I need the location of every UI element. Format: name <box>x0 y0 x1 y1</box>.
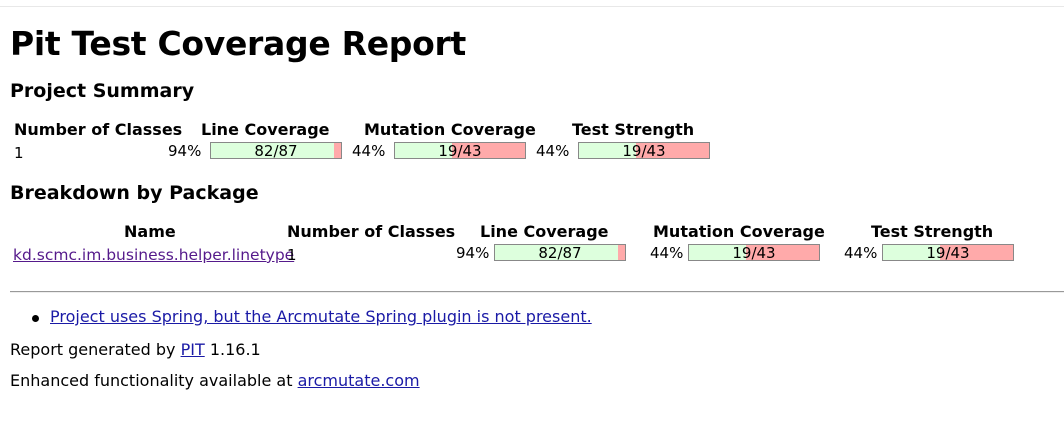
coverage-bar-fill <box>495 245 618 260</box>
pit-version: 1.16.1 <box>209 340 261 359</box>
pit-link[interactable]: PIT <box>180 340 205 359</box>
summary-mutation-coverage-bar: 19/43 <box>394 142 526 159</box>
summary-line-coverage-bar: 82/87 <box>210 142 342 159</box>
summary-header-strength: Test Strength <box>572 120 695 139</box>
summary-line-percent: 94% <box>168 142 202 160</box>
breakdown-heading: Breakdown by Package <box>10 182 259 204</box>
package-line-coverage-bar: 82/87 <box>494 244 626 261</box>
breakdown-header-name: Name <box>124 222 176 241</box>
package-link[interactable]: kd.scmc.im.business.helper.linetype <box>13 246 295 264</box>
generated-prefix: Report generated by <box>10 340 176 359</box>
coverage-bar-label: 19/43 <box>438 142 482 159</box>
package-classes-value: 1 <box>287 246 297 264</box>
coverage-bar-fill <box>579 143 637 158</box>
coverage-bar-label: 19/43 <box>622 142 666 159</box>
package-mutation-coverage-bar: 19/43 <box>688 244 820 261</box>
report-generated-line: Report generated by PIT 1.16.1 <box>10 340 261 359</box>
summary-header-mutation: Mutation Coverage <box>364 120 536 139</box>
summary-mutation-percent: 44% <box>352 142 386 160</box>
horizontal-rule <box>10 291 1064 293</box>
breakdown-header-mutation: Mutation Coverage <box>653 222 825 241</box>
enhanced-prefix: Enhanced functionality available at <box>10 371 293 390</box>
summary-header-line: Line Coverage <box>201 120 330 139</box>
coverage-bar-label: 19/43 <box>926 244 970 261</box>
bullet-icon <box>32 315 39 322</box>
coverage-bar-fill <box>689 245 747 260</box>
package-test-strength-bar: 19/43 <box>882 244 1014 261</box>
package-mutation-percent: 44% <box>650 244 684 262</box>
breakdown-header-strength: Test Strength <box>871 222 994 241</box>
coverage-bar-label: 19/43 <box>732 244 776 261</box>
spring-plugin-note-link[interactable]: Project uses Spring, but the Arcmutate S… <box>50 307 592 326</box>
coverage-bar-fill <box>395 143 453 158</box>
coverage-bar-label: 82/87 <box>538 244 582 261</box>
coverage-bar-fill <box>211 143 334 158</box>
breakdown-header-line: Line Coverage <box>480 222 609 241</box>
summary-strength-percent: 44% <box>536 142 570 160</box>
summary-header-classes: Number of Classes <box>14 120 183 139</box>
summary-classes-value: 1 <box>14 144 24 162</box>
coverage-bar-label: 82/87 <box>254 142 298 159</box>
summary-test-strength-bar: 19/43 <box>578 142 710 159</box>
enhanced-functionality-line: Enhanced functionality available at arcm… <box>10 371 420 390</box>
top-divider <box>0 6 1064 7</box>
breakdown-header-classes: Number of Classes <box>287 222 456 241</box>
project-summary-heading: Project Summary <box>10 80 195 102</box>
package-strength-percent: 44% <box>844 244 878 262</box>
page-title: Pit Test Coverage Report <box>10 24 466 63</box>
arcmutate-link[interactable]: arcmutate.com <box>297 371 420 390</box>
package-line-percent: 94% <box>456 244 490 262</box>
coverage-bar-fill <box>883 245 941 260</box>
